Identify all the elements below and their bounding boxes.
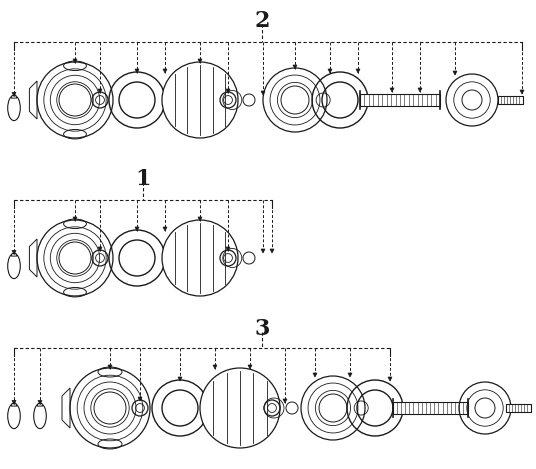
Ellipse shape <box>64 219 86 228</box>
Polygon shape <box>108 365 112 369</box>
Polygon shape <box>11 403 17 406</box>
Polygon shape <box>388 377 392 381</box>
Text: 3: 3 <box>254 318 270 340</box>
Polygon shape <box>356 69 360 73</box>
FancyBboxPatch shape <box>360 94 440 106</box>
Polygon shape <box>38 401 42 404</box>
Polygon shape <box>270 249 274 253</box>
Polygon shape <box>178 377 182 381</box>
Ellipse shape <box>162 220 238 296</box>
Circle shape <box>319 394 347 422</box>
Polygon shape <box>453 71 457 75</box>
Circle shape <box>59 84 91 116</box>
Ellipse shape <box>64 129 86 139</box>
Ellipse shape <box>98 367 122 377</box>
Polygon shape <box>135 227 139 231</box>
Ellipse shape <box>98 439 122 449</box>
Circle shape <box>281 86 309 114</box>
Polygon shape <box>29 239 37 277</box>
Text: 1: 1 <box>135 168 151 190</box>
Polygon shape <box>62 388 70 428</box>
Ellipse shape <box>8 95 20 121</box>
FancyBboxPatch shape <box>497 96 523 104</box>
Polygon shape <box>348 373 352 377</box>
Ellipse shape <box>162 62 238 138</box>
Polygon shape <box>11 253 17 256</box>
Polygon shape <box>73 217 77 221</box>
Ellipse shape <box>64 61 86 70</box>
Polygon shape <box>163 69 167 73</box>
Polygon shape <box>248 365 252 369</box>
Polygon shape <box>390 88 394 92</box>
Circle shape <box>59 242 91 274</box>
Polygon shape <box>283 399 287 403</box>
Circle shape <box>94 392 126 424</box>
Ellipse shape <box>64 287 86 297</box>
Ellipse shape <box>34 403 46 429</box>
Polygon shape <box>226 247 230 251</box>
Polygon shape <box>418 88 422 92</box>
Polygon shape <box>261 249 265 253</box>
Polygon shape <box>213 365 217 369</box>
Polygon shape <box>135 69 139 73</box>
Circle shape <box>462 90 482 110</box>
Polygon shape <box>163 227 167 231</box>
Polygon shape <box>138 397 142 401</box>
Circle shape <box>475 398 495 418</box>
Polygon shape <box>261 91 265 95</box>
Polygon shape <box>12 250 16 254</box>
FancyBboxPatch shape <box>505 404 531 412</box>
Polygon shape <box>12 401 16 404</box>
Polygon shape <box>328 69 332 73</box>
Polygon shape <box>198 217 202 221</box>
Polygon shape <box>198 59 202 63</box>
Polygon shape <box>11 95 17 98</box>
Ellipse shape <box>8 253 20 279</box>
FancyBboxPatch shape <box>392 402 467 414</box>
Polygon shape <box>98 247 102 251</box>
Ellipse shape <box>200 368 280 448</box>
Polygon shape <box>313 373 317 377</box>
Ellipse shape <box>8 403 20 429</box>
Polygon shape <box>226 89 230 93</box>
Text: 2: 2 <box>254 10 270 32</box>
Polygon shape <box>37 403 43 406</box>
Polygon shape <box>12 92 16 97</box>
Polygon shape <box>73 59 77 63</box>
Polygon shape <box>293 65 297 69</box>
Polygon shape <box>520 90 524 94</box>
Polygon shape <box>29 81 37 119</box>
Polygon shape <box>98 89 102 93</box>
